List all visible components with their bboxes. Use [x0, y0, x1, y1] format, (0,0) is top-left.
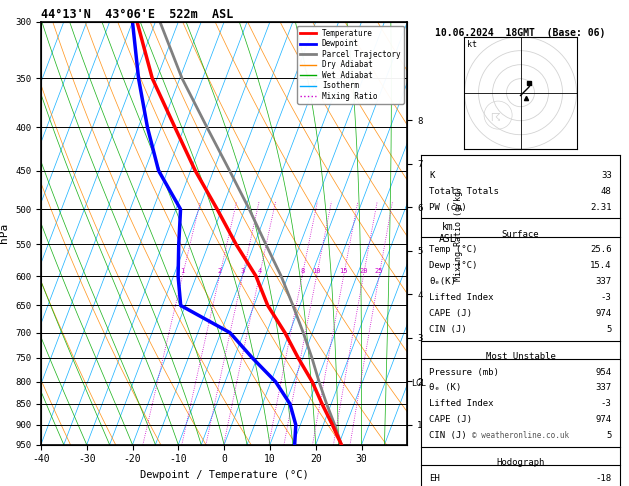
Text: 3: 3: [240, 268, 245, 274]
Text: K: K: [430, 171, 435, 180]
Text: CIN (J): CIN (J): [430, 325, 467, 334]
Text: -3: -3: [601, 293, 611, 302]
Text: 33: 33: [601, 171, 611, 180]
Text: 25.6: 25.6: [590, 245, 611, 255]
Text: Pressure (mb): Pressure (mb): [430, 367, 499, 377]
Text: CAPE (J): CAPE (J): [430, 415, 472, 424]
Text: Mixing Ratio (g/kg): Mixing Ratio (g/kg): [454, 186, 463, 281]
X-axis label: Dewpoint / Temperature (°C): Dewpoint / Temperature (°C): [140, 470, 308, 480]
Text: Most Unstable: Most Unstable: [486, 352, 555, 361]
Text: 8: 8: [300, 268, 304, 274]
Text: 5: 5: [606, 431, 611, 440]
Text: © weatheronline.co.uk: © weatheronline.co.uk: [472, 432, 569, 440]
Text: Lifted Index: Lifted Index: [430, 293, 494, 302]
Text: θₑ(K): θₑ(K): [430, 277, 456, 286]
Text: Lifted Index: Lifted Index: [430, 399, 494, 408]
Text: 10.06.2024  18GMT  (Base: 06): 10.06.2024 18GMT (Base: 06): [435, 28, 606, 38]
Text: 954: 954: [596, 367, 611, 377]
Text: 10: 10: [313, 268, 321, 274]
Text: 25: 25: [375, 268, 383, 274]
Text: -18: -18: [596, 474, 611, 483]
Y-axis label: hPa: hPa: [0, 223, 9, 243]
Text: 337: 337: [596, 277, 611, 286]
Text: 15: 15: [339, 268, 348, 274]
Text: Dewp (°C): Dewp (°C): [430, 261, 478, 270]
Text: 44°13'N  43°06'E  522m  ASL: 44°13'N 43°06'E 522m ASL: [41, 8, 233, 21]
Text: 2: 2: [218, 268, 221, 274]
Text: Totals Totals: Totals Totals: [430, 187, 499, 196]
Text: 15.4: 15.4: [590, 261, 611, 270]
Text: 337: 337: [596, 383, 611, 392]
Text: 2.31: 2.31: [590, 203, 611, 211]
Text: Hodograph: Hodograph: [496, 458, 545, 467]
Text: 4: 4: [257, 268, 262, 274]
Text: θₑ (K): θₑ (K): [430, 383, 462, 392]
Text: 20: 20: [359, 268, 367, 274]
Text: Temp (°C): Temp (°C): [430, 245, 478, 255]
Text: 5: 5: [606, 325, 611, 334]
Text: 1: 1: [181, 268, 184, 274]
Y-axis label: km
ASL: km ASL: [438, 223, 456, 244]
Text: EH: EH: [430, 474, 440, 483]
Text: 974: 974: [596, 415, 611, 424]
Text: Surface: Surface: [502, 229, 539, 239]
Text: 48: 48: [601, 187, 611, 196]
Text: PW (cm): PW (cm): [430, 203, 467, 211]
Text: LCL: LCL: [411, 380, 426, 388]
Text: -3: -3: [601, 399, 611, 408]
Text: CAPE (J): CAPE (J): [430, 309, 472, 318]
Text: CIN (J): CIN (J): [430, 431, 467, 440]
Text: 974: 974: [596, 309, 611, 318]
Legend: Temperature, Dewpoint, Parcel Trajectory, Dry Adiabat, Wet Adiabat, Isotherm, Mi: Temperature, Dewpoint, Parcel Trajectory…: [298, 26, 404, 104]
